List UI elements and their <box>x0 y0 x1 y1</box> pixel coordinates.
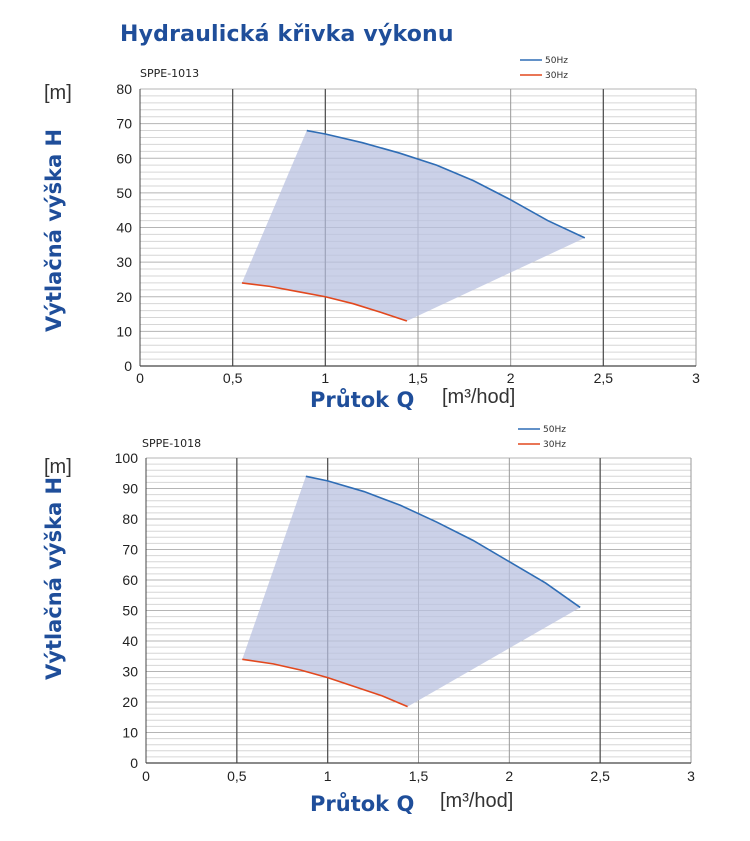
x-axis-label: Průtok Q <box>310 792 415 816</box>
series-30hz-line <box>241 282 408 322</box>
x-tick-label: 2,5 <box>594 370 614 386</box>
x-tick-label: 0 <box>142 768 150 784</box>
y-tick-label: 70 <box>116 116 132 132</box>
y-tick-label: 90 <box>122 481 138 497</box>
series-30hz-line <box>242 658 408 708</box>
y-axis-unit: [m] <box>44 82 72 104</box>
x-tick-label: 1,5 <box>409 768 429 784</box>
y-tick-label: 40 <box>116 220 132 236</box>
x-tick-label: 2 <box>507 370 515 386</box>
y-tick-label: 60 <box>122 572 138 588</box>
x-axis-label: Průtok Q <box>310 388 415 412</box>
x-tick-label: 3 <box>692 370 700 386</box>
y-tick-label: 0 <box>130 755 138 771</box>
x-tick-label: 1,5 <box>408 370 428 386</box>
y-tick-label: 100 <box>115 450 139 466</box>
y-tick-label: 20 <box>122 694 138 710</box>
x-tick-label: 0,5 <box>227 768 247 784</box>
y-tick-label: 10 <box>122 725 138 741</box>
x-axis-unit: [m³/hod] <box>440 790 514 812</box>
legend: 50Hz 30Hz <box>520 56 568 81</box>
performance-chart-sppe-1018: SPPE-1018 [m] Výtlačná výška H Průtok Q … <box>0 420 750 841</box>
y-tick-label: 20 <box>116 289 132 305</box>
legend-label: 30Hz <box>545 71 568 81</box>
x-tick-label: 1 <box>324 768 332 784</box>
chart-plot-area: 0 10 20 30 40 50 60 70 80 90 100 0 0,5 1 1,5 2 2,5 3 50Hz 3… <box>115 425 695 784</box>
x-tick-label: 3 <box>687 768 695 784</box>
series-50hz-line <box>306 129 586 239</box>
performance-chart-sppe-1013: SPPE-1013 [m] Výtlačná výška H Průtok Q … <box>0 0 750 420</box>
x-tick-label: 0,5 <box>223 370 243 386</box>
y-tick-label: 0 <box>124 358 132 374</box>
x-tick-label: 2,5 <box>590 768 610 784</box>
y-tick-label: 60 <box>116 150 132 166</box>
y-tick-label: 80 <box>122 511 138 527</box>
y-tick-label: 50 <box>122 603 138 619</box>
legend-label: 50Hz <box>543 425 566 435</box>
operating-range-area <box>242 476 581 707</box>
y-axis-unit: [m] <box>44 456 72 478</box>
legend: 50Hz 30Hz <box>518 425 566 450</box>
legend-label: 50Hz <box>545 56 568 66</box>
operating-range-area <box>241 130 585 321</box>
y-tick-label: 30 <box>116 254 132 270</box>
series-50hz-line <box>305 475 581 609</box>
x-tick-label: 2 <box>505 768 513 784</box>
x-tick-label: 1 <box>321 370 329 386</box>
y-tick-label: 30 <box>122 664 138 680</box>
chart-plot-area: 0 10 20 30 40 50 60 70 80 0 0,5 1 1,5 2 2,5 3 50Hz 30Hz <box>116 56 700 386</box>
y-tick-label: 50 <box>116 185 132 201</box>
x-axis-unit: [m³/hod] <box>442 386 516 408</box>
page-title: Hydraulická křivka výkonu <box>120 22 454 47</box>
x-tick-label: 0 <box>136 370 144 386</box>
y-tick-label: 80 <box>116 81 132 97</box>
y-tick-label: 70 <box>122 542 138 558</box>
chart-model-label: SPPE-1013 <box>140 67 200 80</box>
chart-model-label: SPPE-1018 <box>142 437 202 450</box>
y-tick-label: 10 <box>116 323 132 339</box>
legend-label: 30Hz <box>543 440 566 450</box>
y-tick-label: 40 <box>122 633 138 649</box>
